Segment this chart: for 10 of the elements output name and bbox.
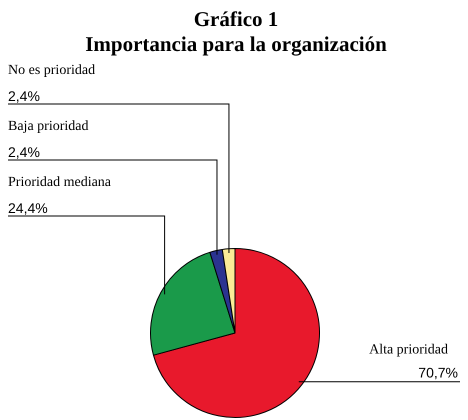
slice-label: Prioridad mediana — [8, 175, 112, 190]
slice-label: Baja prioridad — [8, 119, 88, 134]
data-label: 2,4% — [8, 88, 40, 104]
slice-label: No es prioridad — [8, 63, 96, 78]
data-label: 2,4% — [8, 144, 40, 160]
chart-subtitle: Importancia para la organización — [85, 32, 388, 56]
slice-label: Alta prioridad — [369, 342, 448, 358]
data-label: 24,4% — [8, 200, 48, 216]
data-label: 70,7% — [418, 364, 458, 381]
chart-title: Gráfico 1 — [194, 6, 278, 31]
